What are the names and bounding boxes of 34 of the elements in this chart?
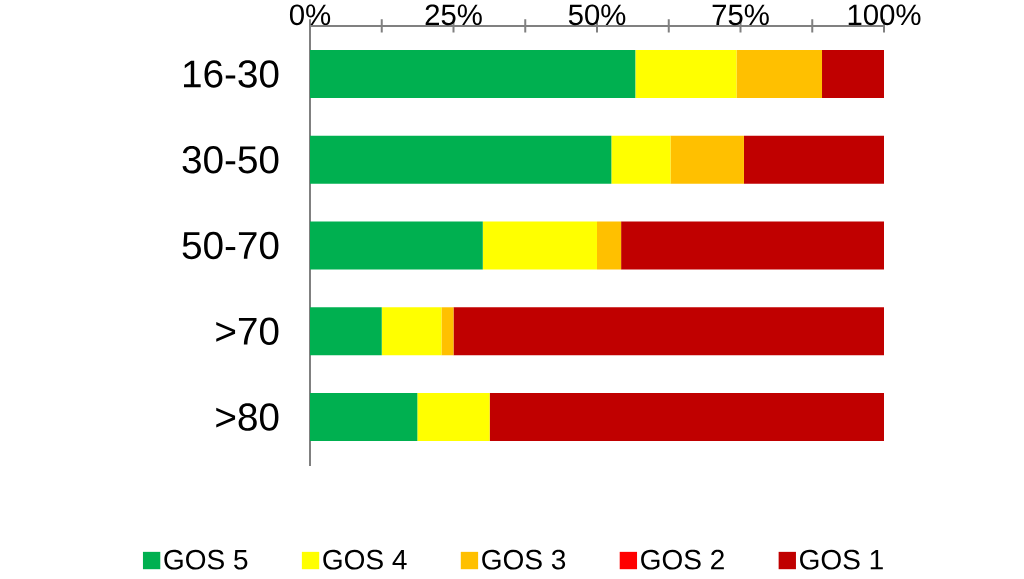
y-tick-label: >80 xyxy=(216,403,279,431)
bar xyxy=(417,393,490,442)
legend-label: GOS 3 xyxy=(482,549,566,570)
bar xyxy=(310,49,636,98)
bar xyxy=(736,49,823,98)
legend-label: GOS 1 xyxy=(800,549,883,570)
bar xyxy=(743,135,885,184)
bar xyxy=(597,221,622,270)
x-tick-label: 50% xyxy=(568,4,626,26)
x-tick-label: 100% xyxy=(848,4,921,26)
bar xyxy=(482,221,598,270)
legend-label: GOS 4 xyxy=(323,549,407,570)
bar xyxy=(310,393,418,442)
x-tick-label: 75% xyxy=(712,4,769,26)
bar xyxy=(611,135,671,184)
bar xyxy=(453,307,885,356)
bar xyxy=(489,393,885,442)
y-tick-label: 30-50 xyxy=(182,146,279,174)
legend-label: GOS 5 xyxy=(164,549,248,570)
x-tick-label: 25% xyxy=(425,4,482,26)
y-tick-label: >70 xyxy=(216,317,279,345)
y-tick-label: 16-30 xyxy=(184,60,279,88)
legend-label: GOS 2 xyxy=(641,549,724,570)
bar xyxy=(822,49,885,98)
bar xyxy=(670,135,744,184)
bar xyxy=(441,307,454,356)
bar xyxy=(381,307,442,356)
bar xyxy=(310,221,483,270)
bar xyxy=(310,307,382,356)
x-tick-label: 0% xyxy=(289,4,331,26)
bar xyxy=(621,221,885,270)
y-tick-label: 50-70 xyxy=(182,231,279,260)
bar xyxy=(310,135,612,184)
bar xyxy=(635,49,737,98)
